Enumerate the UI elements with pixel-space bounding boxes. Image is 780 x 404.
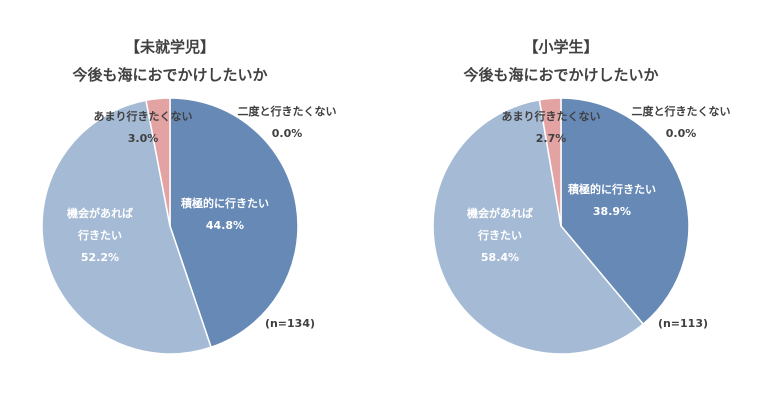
slice-category-label: 二度と行きたくない — [632, 104, 731, 118]
slice-category-label: 二度と行きたくない — [238, 104, 337, 118]
pie-slice — [560, 97, 690, 326]
chart-title-line1: 【未就学児】 — [125, 38, 215, 56]
slice-category-label: 積極的に行きたい — [567, 182, 656, 196]
slice-category-label: 積極的に行きたい — [180, 196, 269, 210]
pie-slice — [145, 97, 171, 227]
chart-title-line1: 【小学生】 — [523, 38, 598, 56]
slice-value-label: 38.9% — [593, 205, 631, 218]
slice-value-label: 0.0% — [272, 127, 303, 140]
slice-category-label: 行きたい — [477, 228, 522, 242]
slice-category-label: あまり行きたくない — [94, 109, 193, 123]
sample-size-label: (n=134) — [265, 317, 315, 330]
slice-value-label: 3.0% — [128, 132, 159, 145]
chart-title-line2: 今後も海におでかけしたいか — [71, 66, 267, 84]
sample-size-label: (n=113) — [658, 317, 708, 330]
chart-title-line2: 今後も海におでかけしたいか — [462, 66, 658, 84]
pie-slice — [538, 97, 562, 227]
slice-category-label: 機会があれば — [467, 206, 533, 220]
slice-category-label: あまり行きたくない — [502, 109, 601, 123]
slice-category-label: 機会があれば — [67, 206, 133, 220]
slice-value-label: 52.2% — [81, 251, 119, 264]
slice-value-label: 44.8% — [206, 219, 244, 232]
slice-value-label: 58.4% — [481, 251, 519, 264]
pie-slice — [432, 98, 645, 355]
pie-slice — [41, 99, 213, 355]
slice-value-label: 0.0% — [666, 127, 697, 140]
slice-category-label: 行きたい — [77, 228, 122, 242]
pie-slice — [169, 97, 299, 349]
slice-value-label: 2.7% — [536, 132, 567, 145]
